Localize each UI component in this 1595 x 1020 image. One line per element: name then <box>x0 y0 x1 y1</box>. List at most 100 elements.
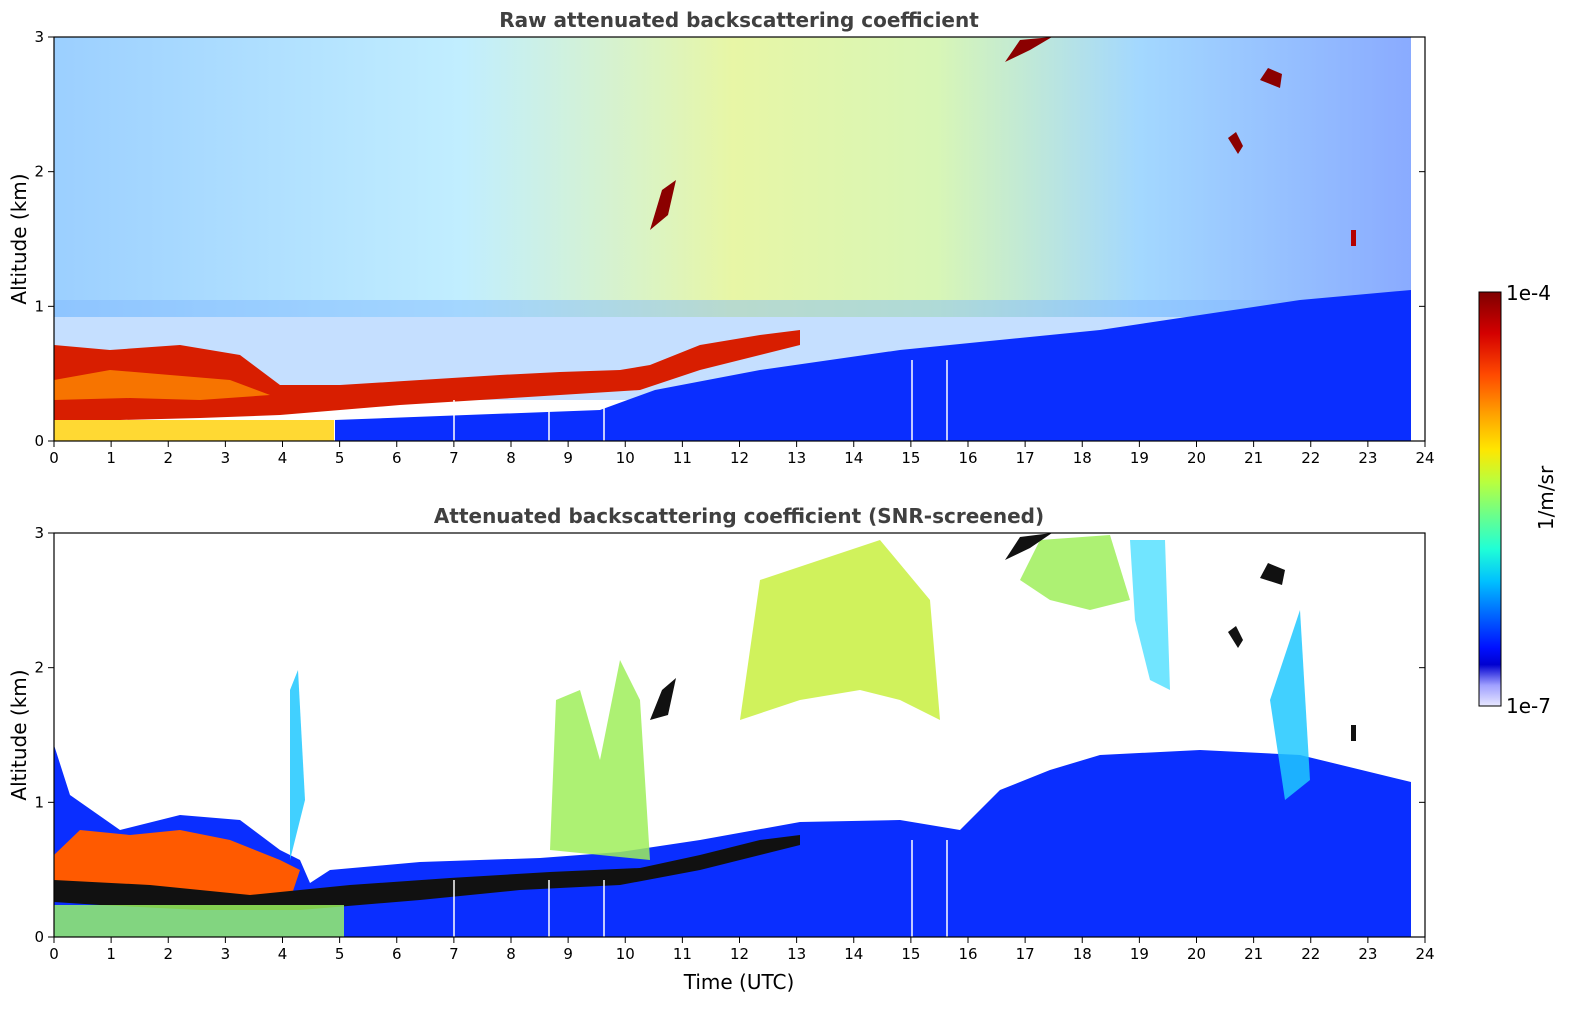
panel1-ytick-label-3: 3 <box>34 28 44 46</box>
panel1-plot-area <box>53 36 1426 442</box>
panel1-ytick-label-1: 1 <box>34 297 44 315</box>
panel2-xtick-label-15: 15 <box>901 945 920 963</box>
panel2-title: Attenuated backscattering coefficient (S… <box>434 504 1044 528</box>
panel2-xtick-label-19: 19 <box>1130 945 1149 963</box>
panel1-noise-field <box>54 37 1411 317</box>
panel1-cloud-a <box>650 180 676 230</box>
panel1-cloud-e <box>1351 230 1356 246</box>
panel2-plume-d <box>1130 540 1170 690</box>
panel1-y-ticks: 0 1 2 3 <box>34 28 1425 450</box>
panel2-cloud-a <box>1005 533 1052 560</box>
raw-panel: Raw attenuated backscattering coefficien… <box>7 8 1435 467</box>
panel1-xtick-label-3: 3 <box>221 449 231 467</box>
panel2-xtick-label-22: 22 <box>1301 945 1320 963</box>
panel2-cloud-d <box>1228 626 1243 648</box>
panel1-ytick-label-0: 0 <box>34 432 44 450</box>
panel1-y-label: Altitude (km) <box>7 173 31 304</box>
panel2-xtick-label-10: 10 <box>616 945 635 963</box>
panel1-xtick-label-13: 13 <box>787 449 806 467</box>
panel1-ytick-label-2: 2 <box>34 163 44 181</box>
panel2-black-core <box>54 835 800 910</box>
panel2-xtick-label-2: 2 <box>163 945 173 963</box>
colorbar-gradient <box>1478 291 1502 707</box>
panel1-xtick-label-16: 16 <box>958 449 977 467</box>
panel2-xtick-label-20: 20 <box>1187 945 1206 963</box>
panel2-cloud-c <box>650 678 676 720</box>
panel1-xtick-label-1: 1 <box>106 449 116 467</box>
panel1-cloud-c <box>1260 68 1282 88</box>
panel1-aerosol-layer <box>54 330 800 420</box>
panel1-xtick-label-2: 2 <box>163 449 173 467</box>
panel1-xtick-label-10: 10 <box>616 449 635 467</box>
colorbar-unit-label: 1/m/sr <box>1534 465 1558 530</box>
panel2-plume-c <box>1020 535 1130 610</box>
panel2-y-label: Altitude (km) <box>7 669 31 800</box>
panel2-y-ticks: 0 1 2 3 <box>34 524 1425 946</box>
panel1-xtick-label-24: 24 <box>1415 449 1434 467</box>
panel2-xtick-label-6: 6 <box>392 945 402 963</box>
panel2-plume-f <box>1270 610 1310 800</box>
panel2-xtick-label-24: 24 <box>1415 945 1434 963</box>
panel1-aerosol-core <box>54 370 270 400</box>
panel2-xtick-label-9: 9 <box>563 945 573 963</box>
panel1-xtick-label-12: 12 <box>730 449 749 467</box>
panel1-xtick-label-19: 19 <box>1130 449 1149 467</box>
panel2-xtick-label-7: 7 <box>449 945 459 963</box>
colorbar: 1e-4 1e-7 1/m/sr <box>1478 281 1558 718</box>
panel2-plot-area <box>53 532 1426 938</box>
panel2-xtick-label-23: 23 <box>1358 945 1377 963</box>
panel2-xtick-label-16: 16 <box>958 945 977 963</box>
panel2-xtick-label-1: 1 <box>106 945 116 963</box>
panel1-blue-lower-layer <box>335 290 1411 441</box>
panel1-xtick-label-6: 6 <box>392 449 402 467</box>
panel1-xtick-label-23: 23 <box>1358 449 1377 467</box>
panel2-cloud-b <box>1260 563 1285 585</box>
panel2-ytick-label-0: 0 <box>34 928 44 946</box>
panel2-ytick-label-3: 3 <box>34 524 44 542</box>
panel1-x-ticks: 0 1 2 3 4 5 6 7 8 9 10 11 12 13 14 15 16 17 18 19 20 21 22 23 24 <box>49 441 1435 467</box>
panel2-xtick-label-18: 18 <box>1073 945 1092 963</box>
panel1-xtick-label-18: 18 <box>1073 449 1092 467</box>
panel2-cloud-e <box>1351 725 1356 741</box>
panel1-cloud-d <box>1228 132 1243 154</box>
panel1-xtick-label-9: 9 <box>563 449 573 467</box>
panel2-plume-b <box>740 540 940 720</box>
panel1-xtick-label-14: 14 <box>844 449 863 467</box>
panel1-xtick-label-21: 21 <box>1244 449 1263 467</box>
colorbar-max-label: 1e-4 <box>1506 281 1551 305</box>
panel2-xtick-label-0: 0 <box>49 945 59 963</box>
panel1-xtick-label-22: 22 <box>1301 449 1320 467</box>
panel2-xtick-label-13: 13 <box>787 945 806 963</box>
panel2-x-ticks: 0 1 2 3 4 5 6 7 8 9 10 11 12 13 14 15 16 17 18 19 20 21 22 23 24 <box>49 937 1435 963</box>
panel2-xtick-label-21: 21 <box>1244 945 1263 963</box>
panel2-xtick-label-8: 8 <box>506 945 516 963</box>
panel2-plume-a <box>550 660 650 860</box>
panel2-xtick-label-17: 17 <box>1016 945 1035 963</box>
panel1-title: Raw attenuated backscattering coefficien… <box>499 8 979 32</box>
panel2-xtick-label-11: 11 <box>673 945 692 963</box>
panel2-ytick-label-2: 2 <box>34 659 44 677</box>
panel2-xtick-label-3: 3 <box>221 945 231 963</box>
panel1-xtick-label-17: 17 <box>1016 449 1035 467</box>
panel1-xtick-label-8: 8 <box>506 449 516 467</box>
x-axis-label: Time (UTC) <box>683 970 795 994</box>
panel2-xtick-label-12: 12 <box>730 945 749 963</box>
panel2-plume-e <box>290 670 305 860</box>
panel1-xtick-label-0: 0 <box>49 449 59 467</box>
screened-panel: Attenuated backscattering coefficient (S… <box>7 504 1435 994</box>
panel2-xtick-label-14: 14 <box>844 945 863 963</box>
panel2-ytick-label-1: 1 <box>34 793 44 811</box>
colorbar-min-label: 1e-7 <box>1506 694 1551 718</box>
panel1-xtick-label-11: 11 <box>673 449 692 467</box>
panel2-surface-band <box>54 905 344 937</box>
panel2-xtick-label-4: 4 <box>278 945 288 963</box>
panel1-xtick-label-7: 7 <box>449 449 459 467</box>
panel2-xtick-label-5: 5 <box>335 945 345 963</box>
panel1-xtick-label-20: 20 <box>1187 449 1206 467</box>
panel1-cloud-b <box>1005 37 1052 62</box>
panel1-surface-band <box>54 420 334 441</box>
panel1-xtick-label-4: 4 <box>278 449 288 467</box>
panel1-xtick-label-5: 5 <box>335 449 345 467</box>
panel1-xtick-label-15: 15 <box>901 449 920 467</box>
